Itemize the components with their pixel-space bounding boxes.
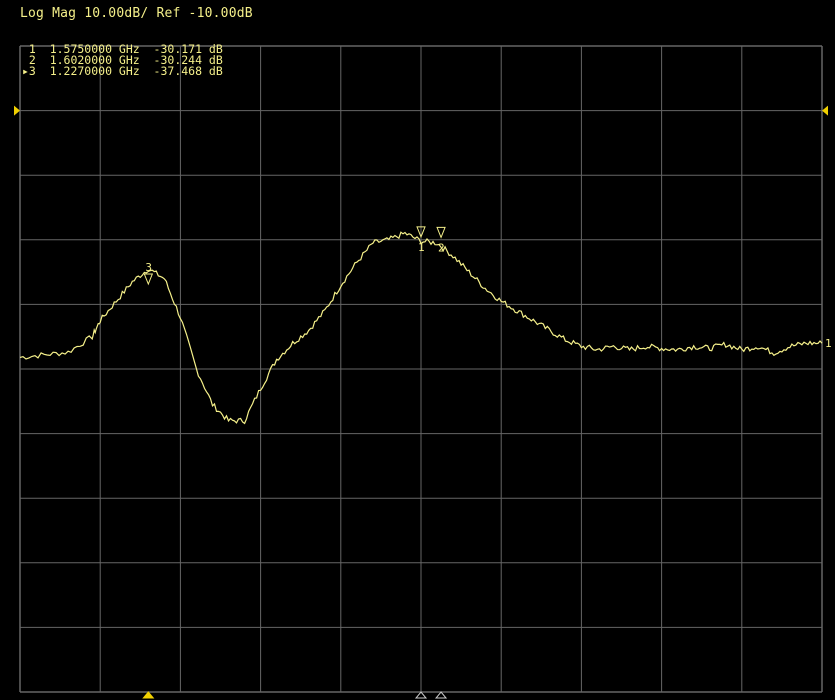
reference-left-icon [14, 105, 20, 116]
marker-3-label: 3 [145, 261, 152, 274]
stimulus-marker-1-icon [414, 691, 428, 699]
marker-1-label: 1 [418, 241, 425, 254]
marker-readout-3: ▸3 1.2270000 GHz -37.468 dB [22, 64, 223, 78]
trace-end-label: 1 [825, 337, 832, 350]
marker-2-icon [436, 226, 446, 239]
marker-readout-2: 2 1.6020000 GHz -30.244 dB [22, 53, 223, 67]
stimulus-marker-3-icon [142, 691, 155, 699]
trace-format-label: Log Mag 10.00dB/ Ref -10.00dB [20, 6, 253, 21]
marker-1-icon [416, 226, 426, 239]
marker-readout-1: 1 1.5750000 GHz -30.171 dB [22, 42, 223, 56]
trace-line [19, 231, 823, 425]
marker-2-label: 2 [438, 241, 445, 254]
stimulus-marker-2-icon [434, 691, 448, 699]
reference-right-icon [822, 105, 828, 116]
marker-3-icon [143, 273, 154, 286]
